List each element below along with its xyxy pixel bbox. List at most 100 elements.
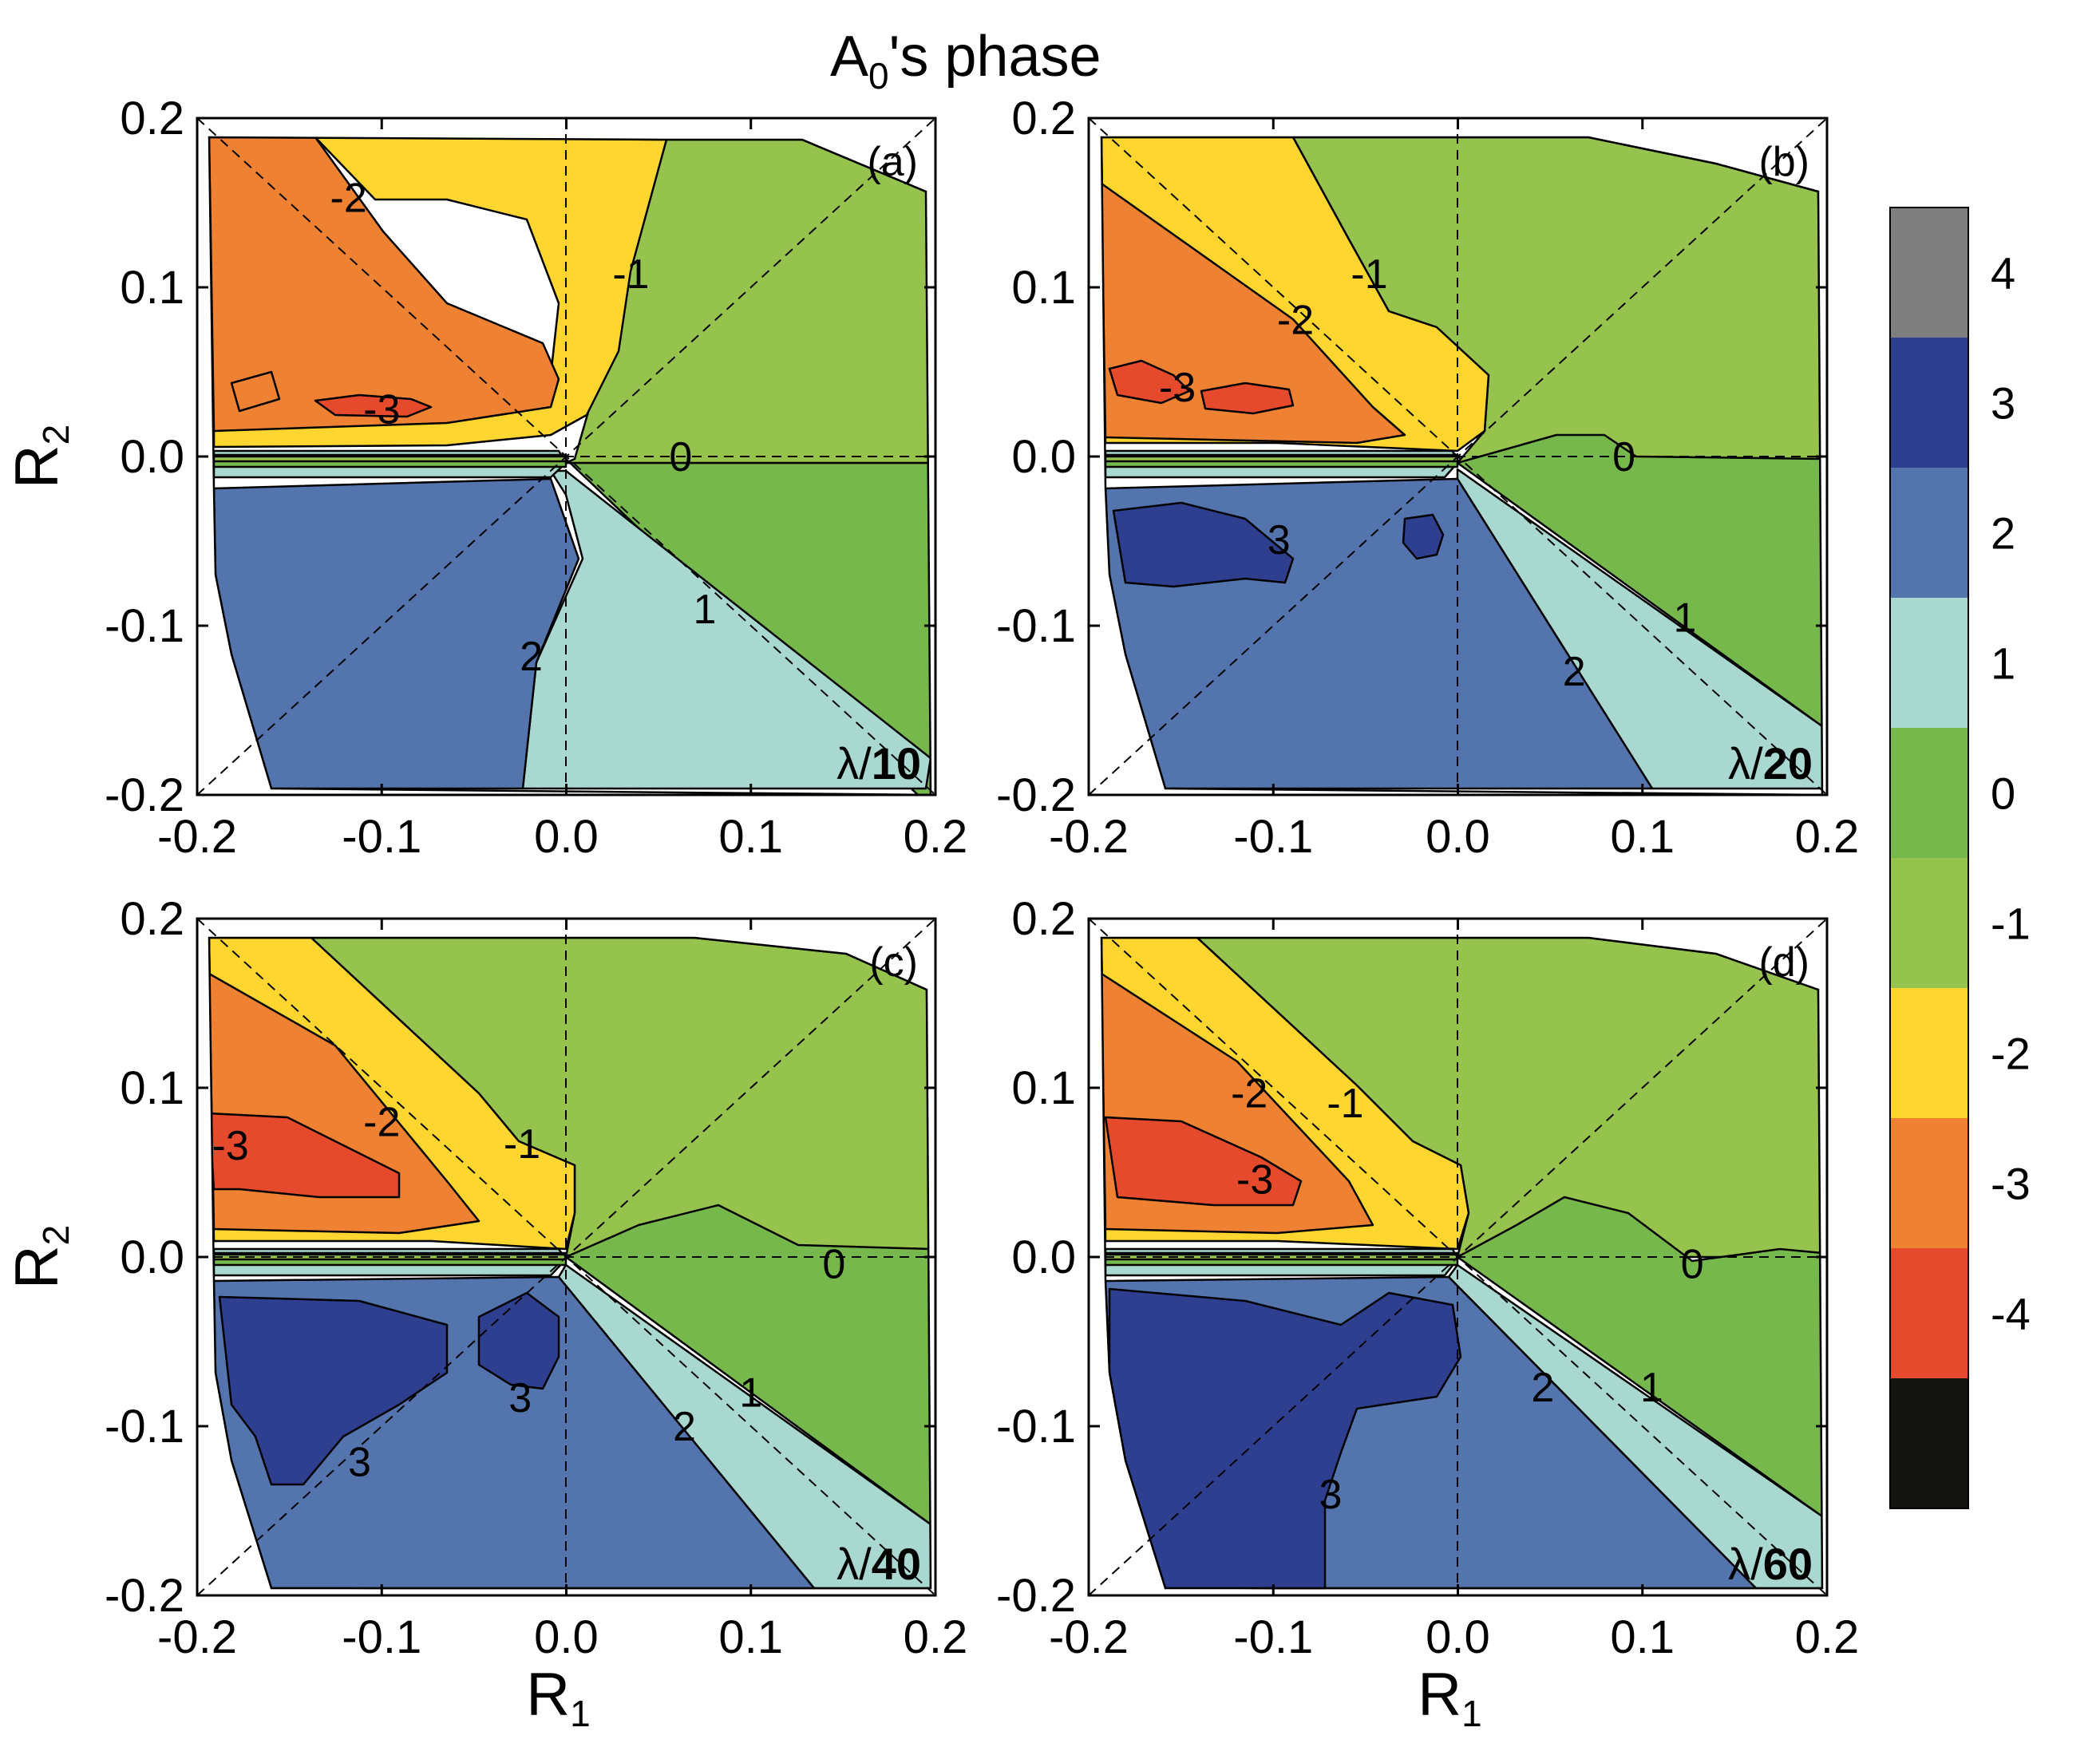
- b-guides: [1088, 117, 1828, 796]
- y-axis-label-a: R2: [3, 425, 77, 488]
- x-tick-label-a: -0.1: [342, 811, 421, 863]
- colorbar-segment: [1890, 1378, 1968, 1509]
- panel-c: [196, 917, 937, 1597]
- y-tick-label-c: -0.2: [105, 1570, 184, 1622]
- x-tick-label-c: 0.0: [534, 1611, 599, 1663]
- colorbar-segment: [1890, 598, 1968, 729]
- b-boundary: [1100, 136, 1824, 796]
- contour-label-c: 0: [822, 1241, 845, 1287]
- c-region-red: [208, 1112, 401, 1199]
- contour-label-c: 3: [508, 1375, 532, 1421]
- panel-label-b: (b): [1758, 139, 1809, 185]
- colorbar-tick-label: 3: [1991, 378, 2015, 429]
- d-guide-diagonal-down: [1088, 918, 1828, 1596]
- contour-label-a: -2: [330, 176, 367, 222]
- y-tick-label-a: -0.2: [105, 769, 184, 821]
- colorbar-tick-label: -3: [1991, 1159, 2031, 1209]
- x-tick-label-b: -0.2: [1049, 811, 1129, 863]
- panel-a: [196, 117, 937, 796]
- colorbar-tick-label: 2: [1991, 508, 2015, 559]
- contour-label-d: 1: [1640, 1365, 1663, 1411]
- x-tick-label-a: 0.0: [534, 811, 599, 863]
- x-tick-label-d: 0.0: [1426, 1611, 1490, 1663]
- x-tick-label-d: -0.2: [1049, 1611, 1129, 1663]
- contour-label-a: 2: [520, 634, 543, 680]
- x-tick-label-c: -0.2: [157, 1611, 237, 1663]
- c-region-darkblue-1: [218, 1295, 449, 1486]
- y-tick-label-b: 0.2: [1011, 93, 1076, 144]
- contour-label-d: -3: [1236, 1156, 1273, 1203]
- d-boundary: [1100, 936, 1824, 1590]
- contour-label-d: 2: [1531, 1365, 1554, 1411]
- contour-label-b: 2: [1563, 649, 1586, 695]
- y-tick-label-c: -0.1: [105, 1401, 184, 1453]
- x-tick-label-c: -0.1: [342, 1611, 421, 1663]
- contour-label-d: -1: [1327, 1081, 1363, 1127]
- contour-label-a: 1: [693, 587, 716, 633]
- contour-label-a: 0: [669, 434, 692, 480]
- contour-label-c: -1: [504, 1121, 540, 1168]
- contour-label-a: -1: [612, 251, 649, 298]
- b-region-darkblue-1: [1112, 501, 1295, 588]
- x-tick-label-b: 0.0: [1426, 811, 1490, 863]
- contour-label-d: 3: [1319, 1472, 1342, 1518]
- colorbar-frame: [1889, 207, 1969, 1509]
- panel-label-d: (d): [1758, 939, 1809, 986]
- x-tick-label-a: -0.2: [157, 811, 237, 863]
- y-tick-label-a: 0.2: [120, 93, 184, 144]
- b-region-red-2: [1200, 381, 1295, 415]
- contour-label-b: 0: [1612, 434, 1635, 480]
- y-tick-label-c: 0.2: [120, 893, 184, 945]
- b-region-red-1: [1108, 359, 1191, 405]
- a-region-orange: [208, 136, 560, 433]
- a-contour-line-orange: [230, 370, 281, 413]
- colorbar-tick-label: -4: [1991, 1289, 2031, 1339]
- colorbar-tick-label: -1: [1991, 899, 2031, 949]
- colorbar-tick-label: -2: [1991, 1029, 2031, 1079]
- wavelength-label-d: λ/60: [1728, 1539, 1813, 1589]
- y-tick-label-b: 0.0: [1011, 431, 1076, 483]
- contour-label-c: 3: [348, 1440, 371, 1486]
- y-tick-label-d: 0.1: [1011, 1062, 1076, 1114]
- y-tick-label-b: -0.1: [996, 600, 1076, 652]
- y-axis-label-c: R2: [3, 1225, 77, 1289]
- c-boundary: [208, 936, 932, 1590]
- colorbar-tick-label: 4: [1991, 248, 2015, 298]
- x-tick-label-c: 0.1: [718, 1611, 783, 1663]
- chart-annotations: -0.2 -0.1 0.0 0.1 0.2 -0.2 -0.1 0.0 0.1 0.2 (a) λ/1…: [3, 93, 2031, 1734]
- y-tick-label-c: 0.0: [120, 1231, 184, 1283]
- a-region-red: [314, 393, 433, 418]
- contour-label-b: 3: [1268, 517, 1291, 563]
- colorbar-segment: [1890, 1248, 1968, 1379]
- x-tick-label-a: 0.1: [718, 811, 783, 863]
- x-tick-label-d: 0.2: [1795, 1611, 1860, 1663]
- d-guides: [1088, 918, 1828, 1596]
- y-tick-label-b: 0.1: [1011, 262, 1076, 314]
- y-tick-label-a: 0.0: [120, 431, 184, 483]
- colorbar-segment: [1890, 728, 1968, 859]
- y-tick-label-d: 0.2: [1011, 893, 1076, 945]
- a-guides: [196, 117, 936, 796]
- contour-label-b: -2: [1277, 297, 1314, 343]
- c-region-darkblue-2: [477, 1291, 560, 1390]
- y-tick-label-a: 0.1: [120, 262, 184, 314]
- colorbar-segment: [1890, 468, 1968, 599]
- a-boundary: [208, 136, 932, 796]
- contour-label-b: -1: [1351, 251, 1387, 298]
- x-tick-label-c: 0.2: [904, 1611, 968, 1663]
- b-guide-diagonal-down: [1088, 117, 1828, 796]
- contour-label-c: -3: [212, 1123, 249, 1169]
- colorbar-segment: [1890, 1118, 1968, 1249]
- x-tick-label-b: 0.2: [1795, 811, 1860, 863]
- wavelength-label-c: λ/40: [836, 1539, 921, 1589]
- c-guide-diagonal-down: [196, 918, 936, 1596]
- wavelength-label-b: λ/20: [1728, 738, 1813, 789]
- colorbar-segment: [1890, 858, 1968, 989]
- x-tick-label-a: 0.2: [904, 811, 968, 863]
- c-guides: [196, 918, 936, 1596]
- contour-label-c: -2: [363, 1099, 400, 1145]
- contour-label-a: -3: [363, 387, 400, 433]
- x-axis-label-c: R1: [526, 1661, 590, 1734]
- y-tick-label-c: 0.1: [120, 1062, 184, 1114]
